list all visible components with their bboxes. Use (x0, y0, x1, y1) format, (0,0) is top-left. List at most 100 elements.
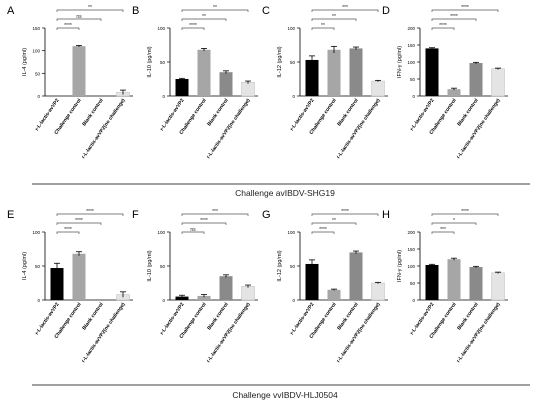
y-tick-label: 100 (157, 26, 165, 31)
bar (175, 296, 189, 300)
bar (305, 263, 319, 300)
y-tick-label: 0 (412, 298, 415, 303)
significance-bracket (431, 231, 455, 234)
y-tick-label: 0 (162, 298, 165, 303)
bar (327, 289, 341, 300)
panel-letter: F (132, 209, 139, 221)
y-tick-label: 50 (160, 60, 166, 65)
bar (305, 59, 319, 96)
y-tick-label: 0 (37, 94, 40, 99)
significance-label: *** (440, 227, 446, 233)
significance-bracket (431, 213, 499, 216)
y-tick-label: 50 (290, 60, 296, 65)
category-label: Blank control (81, 97, 105, 127)
y-tick-label: 100 (157, 230, 165, 235)
significance-bracket (181, 213, 249, 216)
y-tick-label: 150 (407, 43, 415, 48)
y-tick-label: 50 (160, 264, 166, 269)
panel-letter: B (132, 5, 139, 17)
significance-bracket (181, 222, 227, 225)
bar (349, 252, 363, 300)
significance-label: ns (190, 227, 196, 233)
significance-label: **** (189, 23, 197, 29)
significance-label: **** (86, 209, 94, 215)
significance-bracket (56, 18, 102, 21)
y-axis-title: IL-12 (pg/ml) (277, 250, 283, 281)
significance-bracket (431, 9, 499, 12)
bar (447, 89, 461, 96)
significance-label: ** (332, 218, 336, 224)
bar (219, 276, 233, 300)
y-tick-label: 50 (410, 77, 416, 82)
y-tick-label: 150 (407, 247, 415, 252)
category-label: Blank control (336, 301, 360, 331)
bar (241, 286, 255, 301)
category-label: r-L-lactis-avVP2(no challenge) (456, 97, 502, 159)
group-caption-bottom: Challenge vvIBDV-HLJ0504 (232, 390, 338, 400)
category-label: Blank control (456, 301, 480, 331)
bar (241, 82, 255, 97)
bar (50, 268, 64, 300)
bar (197, 295, 211, 300)
significance-bracket (311, 9, 379, 12)
category-label: r-L-lactis-avVP2(no challenge) (206, 97, 252, 159)
significance-bracket (431, 27, 455, 30)
y-tick-label: 0 (292, 298, 295, 303)
group-caption-top: Challenge avIBDV-SHG19 (235, 188, 335, 198)
y-tick-label: 50 (410, 281, 416, 286)
y-axis-title: IL-10 (pg/ml) (147, 46, 153, 77)
category-label: Blank control (336, 97, 360, 127)
panel-d: D 0 50 100 150 200 IFN-γ (pg/ml) r-L-lactis-avV… (382, 5, 508, 160)
significance-label: **** (439, 23, 447, 29)
panel-letter: C (262, 5, 270, 17)
significance-label: **** (64, 23, 72, 29)
significance-label: **** (319, 227, 327, 233)
significance-bracket (311, 222, 357, 225)
bar (349, 48, 363, 96)
significance-bracket (431, 222, 477, 225)
y-tick-label: 200 (407, 230, 415, 235)
significance-label: **** (461, 209, 469, 215)
y-tick-label: 100 (32, 230, 40, 235)
significance-label: * (453, 218, 455, 224)
y-tick-label: 100 (287, 230, 295, 235)
y-tick-label: 100 (407, 264, 415, 269)
panel-letter: E (7, 209, 14, 221)
significance-bracket (181, 27, 205, 30)
bar (219, 72, 233, 96)
panel-letter: D (382, 5, 390, 17)
significance-label: ** (332, 14, 336, 20)
significance-bracket (56, 27, 80, 30)
significance-bracket (181, 9, 249, 12)
bar (447, 259, 461, 300)
y-tick-label: 0 (412, 94, 415, 99)
category-label: Blank control (206, 97, 230, 127)
panel-letter: A (7, 5, 15, 17)
significance-label: ** (321, 23, 325, 29)
category-label: r-L-lactis-avVP2(no challenge) (336, 301, 382, 363)
bar (469, 267, 483, 300)
y-tick-label: 100 (287, 26, 295, 31)
significance-label: ** (213, 5, 217, 11)
significance-label: **** (75, 218, 83, 224)
y-axis-title: IFN-γ (pg/ml) (397, 46, 403, 78)
y-tick-label: 50 (290, 264, 296, 269)
significance-bracket (56, 222, 102, 225)
significance-bracket (311, 213, 379, 216)
bar (469, 63, 483, 96)
significance-label: **** (450, 14, 458, 20)
significance-label: **** (64, 227, 72, 233)
significance-label: ** (202, 14, 206, 20)
category-label: r-L-lactis-avVP2(no challenge) (206, 301, 252, 363)
bar (197, 49, 211, 96)
category-label: Blank control (206, 301, 230, 331)
significance-bracket (181, 231, 205, 234)
y-axis-title: IFN-γ (pg/ml) (397, 250, 403, 282)
significance-bracket (311, 27, 335, 30)
significance-bracket (181, 18, 227, 21)
